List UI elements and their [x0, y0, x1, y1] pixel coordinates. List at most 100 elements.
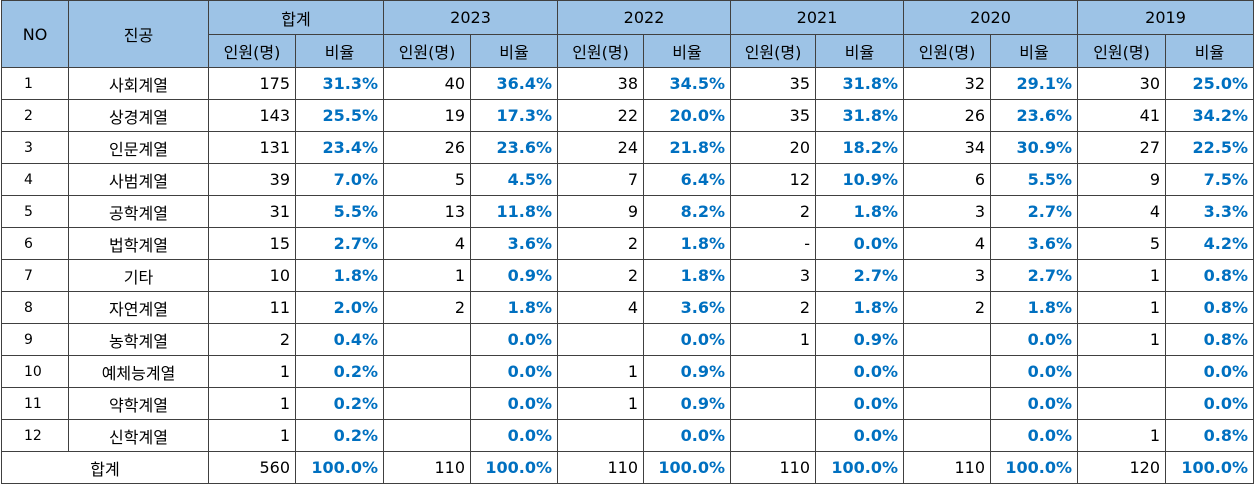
- table-cell: 1: [1077, 259, 1167, 292]
- table-cell: [1077, 387, 1167, 420]
- table-cell: 30: [1077, 67, 1167, 100]
- header-cell: 비율: [470, 34, 559, 68]
- table-body: 1 사회계열 175 31.3% 40 36.4% 38 34.5% 35 31.8% 32 29.1…: [1, 67, 1255, 484]
- table-cell: 25.0%: [1165, 67, 1255, 100]
- table-cell: 0.2%: [294, 355, 385, 388]
- header-cell: NO: [1, 0, 69, 68]
- table-row: 10 예체능계열 1 0.2% 0.0% 1 0.9% 0.0% 0.0% 0.0%: [1, 355, 1255, 388]
- table-cell: 0.2%: [294, 387, 385, 420]
- table-cell: 1: [1077, 323, 1167, 356]
- table-cell: 0.0%: [990, 387, 1079, 420]
- table-cell: 26: [383, 131, 472, 164]
- table-cell: 신학계열: [68, 419, 209, 452]
- table-cell: 0.8%: [1165, 419, 1255, 452]
- table-cell: 3.6%: [643, 291, 732, 324]
- table-cell: 15: [208, 227, 296, 260]
- table-cell: 0.0%: [470, 323, 559, 356]
- table-row: 4 사범계열 39 7.0% 5 4.5% 7 6.4% 12 10.9% 6 5.5% 9 7.5%: [1, 163, 1255, 196]
- table-cell: 27: [1077, 131, 1167, 164]
- table-cell: 0.8%: [1165, 323, 1255, 356]
- table-cell: 5.5%: [990, 163, 1079, 196]
- table-cell: 2: [1, 99, 69, 132]
- table-cell: 1: [557, 355, 645, 388]
- table-row: 9 농학계열 2 0.4% 0.0% 0.0% 1 0.9% 0.0% 1 0.8%: [1, 323, 1255, 356]
- table-cell: 2.0%: [294, 291, 385, 324]
- table-cell: 1: [557, 387, 645, 420]
- header-cell: 비율: [1165, 34, 1255, 68]
- table-cell: 12: [730, 163, 817, 196]
- table-cell: 110: [903, 451, 992, 484]
- table-cell: 1.8%: [815, 291, 905, 324]
- table-cell: 19: [383, 99, 472, 132]
- table-cell: 4: [903, 227, 992, 260]
- table-cell: 0.0%: [1165, 355, 1255, 388]
- table-cell: 사범계열: [68, 163, 209, 196]
- table-cell: 0.9%: [643, 355, 732, 388]
- table-cell: 23.4%: [294, 131, 385, 164]
- table-cell: 9: [1077, 163, 1167, 196]
- table-cell: [1077, 355, 1167, 388]
- table-row: 2 상경계열 143 25.5% 19 17.3% 22 20.0% 35 31.8% 26 23.6…: [1, 99, 1255, 132]
- total-row: 합계 560 100.0% 110 100.0% 110 100.0% 110 100.0% 11…: [1, 451, 1255, 484]
- table-cell: 1: [730, 323, 817, 356]
- table-cell: [383, 323, 472, 356]
- table-cell: 39: [208, 163, 296, 196]
- table-cell: 기타: [68, 259, 209, 292]
- table-cell: 35: [730, 99, 817, 132]
- table-cell: 9: [557, 195, 645, 228]
- table-cell: 34: [903, 131, 992, 164]
- table-cell: 1: [383, 259, 472, 292]
- table-cell: 1.8%: [643, 227, 732, 260]
- table-cell: 32: [903, 67, 992, 100]
- table-cell: 예체능계열: [68, 355, 209, 388]
- table-cell: 175: [208, 67, 296, 100]
- table-cell: 560: [208, 451, 296, 484]
- table-cell: 3.3%: [1165, 195, 1255, 228]
- table-cell: 1: [1, 67, 69, 100]
- table-cell: 20: [730, 131, 817, 164]
- table-cell: 31: [208, 195, 296, 228]
- table-cell: 1.8%: [294, 259, 385, 292]
- table-row: 12 신학계열 1 0.2% 0.0% 0.0% 0.0% 0.0% 1 0.8%: [1, 419, 1255, 452]
- table-row: 5 공학계열 31 5.5% 13 11.8% 9 8.2% 2 1.8% 3 2.7% 4 3.3%: [1, 195, 1255, 228]
- table-cell: 0.0%: [470, 387, 559, 420]
- table-cell: 4.2%: [1165, 227, 1255, 260]
- table-cell: [903, 387, 992, 420]
- table-cell: 110: [730, 451, 817, 484]
- table-cell: 5: [1, 195, 69, 228]
- header-cell: 2020: [903, 0, 1079, 35]
- header-cell: 인원(명): [1077, 34, 1167, 68]
- table-cell: 2.7%: [294, 227, 385, 260]
- table-cell: 4: [1, 163, 69, 196]
- table-cell: 0.0%: [990, 419, 1079, 452]
- table-cell: 100.0%: [643, 451, 732, 484]
- table-cell: 0.2%: [294, 419, 385, 452]
- table-cell: 34.5%: [643, 67, 732, 100]
- table-cell: 1: [208, 419, 296, 452]
- table-cell: 18.2%: [815, 131, 905, 164]
- table-cell: 농학계열: [68, 323, 209, 356]
- table-cell: 0.0%: [1165, 387, 1255, 420]
- table-header: NO 진공 합계 2023 2022 2021 2020 2019 인원(명) 비율 인원(명…: [1, 0, 1255, 68]
- table-cell: 4.5%: [470, 163, 559, 196]
- header-cell: 2023: [383, 0, 559, 35]
- table-cell: 1: [1077, 419, 1167, 452]
- table-cell: 31.3%: [294, 67, 385, 100]
- table-cell: 10.9%: [815, 163, 905, 196]
- table-cell: 3: [903, 259, 992, 292]
- table-cell: 사회계열: [68, 67, 209, 100]
- table-cell: 1.8%: [990, 291, 1079, 324]
- table-cell: 1.8%: [815, 195, 905, 228]
- table-cell: 4: [383, 227, 472, 260]
- table-cell: 1.8%: [643, 259, 732, 292]
- table-cell: 2: [208, 323, 296, 356]
- table-cell: [903, 323, 992, 356]
- table-cell: 7.5%: [1165, 163, 1255, 196]
- table-cell: 2.7%: [990, 195, 1079, 228]
- table-cell: [730, 355, 817, 388]
- table-cell: 8: [1, 291, 69, 324]
- table-cell: 120: [1077, 451, 1167, 484]
- table-cell: 1: [1077, 291, 1167, 324]
- table-cell: 1: [208, 355, 296, 388]
- table-cell: 10: [208, 259, 296, 292]
